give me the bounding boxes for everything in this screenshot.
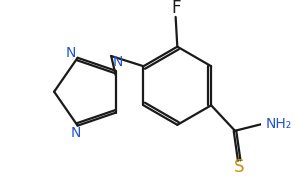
Text: N: N xyxy=(112,55,122,69)
Text: N: N xyxy=(71,126,81,140)
Text: S: S xyxy=(234,158,244,176)
Text: NH₂: NH₂ xyxy=(266,117,292,131)
Text: N: N xyxy=(66,46,76,60)
Text: F: F xyxy=(171,0,180,17)
